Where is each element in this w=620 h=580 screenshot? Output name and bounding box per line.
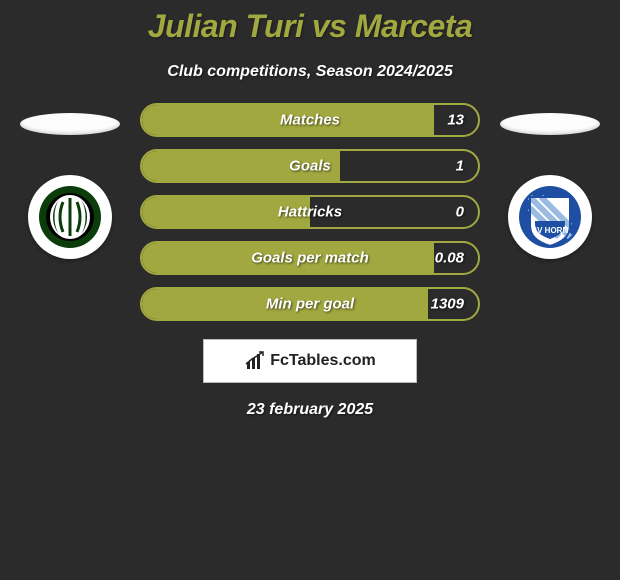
stat-label: Hattricks xyxy=(278,204,342,221)
stat-value: 13 xyxy=(447,112,464,129)
subtitle: Club competitions, Season 2024/2025 xyxy=(0,63,620,81)
left-club-column xyxy=(20,113,120,259)
club-badge-left xyxy=(28,175,112,259)
stat-value: 0 xyxy=(456,204,464,221)
stat-row: Goals per match 0.08 xyxy=(140,241,480,275)
stat-value: 1309 xyxy=(431,296,464,313)
page-title: Julian Turi vs Marceta xyxy=(0,0,620,45)
right-club-column: SV HORN xyxy=(500,113,600,259)
svg-text:SV HORN: SV HORN xyxy=(532,226,569,235)
sv-ried-logo-icon xyxy=(37,184,103,250)
stats-table: Matches 13 Goals 1 Hattricks 0 Goals per match… xyxy=(140,103,480,321)
stat-row: Goals 1 xyxy=(140,149,480,183)
stat-row: Min per goal 1309 xyxy=(140,287,480,321)
stat-label: Min per goal xyxy=(266,296,354,313)
player-avatar-right xyxy=(500,113,600,135)
stat-label: Goals per match xyxy=(251,250,369,267)
footer-date: 23 february 2025 xyxy=(0,401,620,419)
comparison-section: Matches 13 Goals 1 Hattricks 0 Goals per match… xyxy=(0,113,620,321)
stat-row: Hattricks 0 xyxy=(140,195,480,229)
brand-text: FcTables.com xyxy=(270,352,376,370)
stat-label: Goals xyxy=(289,158,331,175)
stat-value: 1 xyxy=(456,158,464,175)
player-avatar-left xyxy=(20,113,120,135)
stat-label: Matches xyxy=(280,112,340,129)
stat-row: Matches 13 xyxy=(140,103,480,137)
brand-attribution[interactable]: FcTables.com xyxy=(203,339,417,383)
chart-icon xyxy=(244,350,266,372)
sv-horn-logo-icon: SV HORN xyxy=(517,184,583,250)
club-badge-right: SV HORN xyxy=(508,175,592,259)
stat-value: 0.08 xyxy=(435,250,464,267)
